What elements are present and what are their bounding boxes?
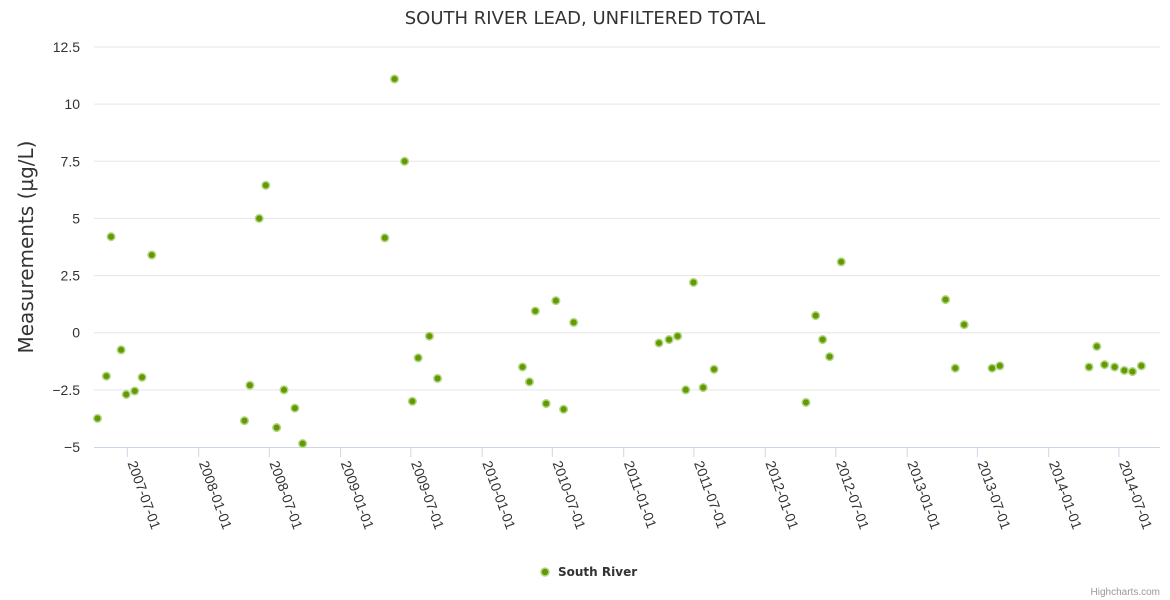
data-point <box>559 404 569 414</box>
chart-title: SOUTH RIVER LEAD, UNFILTERED TOTAL <box>405 8 766 29</box>
y-tick-label: 12.5 <box>53 39 80 55</box>
legend[interactable]: South River <box>540 565 637 579</box>
data-point <box>116 345 126 355</box>
x-tick-label: 2013-07-01 <box>975 459 1015 532</box>
data-point <box>541 399 551 409</box>
data-point <box>433 373 443 383</box>
y-tick-label: 0 <box>72 325 80 341</box>
data-point <box>261 180 271 190</box>
data-point <box>950 363 960 373</box>
data-point <box>836 257 846 267</box>
data-point <box>1099 360 1110 370</box>
data-point <box>272 423 282 433</box>
data-point <box>517 362 528 372</box>
legend-label[interactable]: South River <box>558 565 637 579</box>
data-point <box>400 156 410 166</box>
data-point <box>1127 367 1138 377</box>
data-point <box>530 306 540 316</box>
data-point <box>1084 362 1094 372</box>
x-tick-label: 2009-07-01 <box>408 459 448 532</box>
data-point <box>239 416 250 426</box>
data-point <box>413 353 423 363</box>
data-point <box>92 413 103 423</box>
data-point <box>298 439 308 449</box>
gridlines <box>94 46 1160 391</box>
y-tick-label: −2.5 <box>52 382 80 398</box>
x-tick-label: 2014-07-01 <box>1116 459 1156 532</box>
y-tick-label: 10 <box>64 96 80 112</box>
data-point <box>254 213 264 223</box>
x-tick-label: 2008-01-01 <box>196 459 236 532</box>
data-point <box>688 277 699 287</box>
data-point <box>681 385 691 395</box>
data-point <box>407 396 417 406</box>
data-point <box>137 372 147 382</box>
data-point <box>106 232 116 242</box>
data-point <box>1136 361 1146 371</box>
data-point <box>245 380 255 390</box>
data-point <box>825 352 835 362</box>
x-axis: 2007-07-01 2008-01-01 2008-07-01 2009-01-01… <box>94 447 1160 532</box>
data-point <box>801 397 811 407</box>
x-tick-label: 2014-01-01 <box>1046 459 1086 532</box>
x-tick-label: 2011-07-01 <box>691 459 730 531</box>
data-point <box>709 364 719 374</box>
data-point <box>569 317 579 327</box>
data-point <box>1110 362 1120 372</box>
data-point <box>995 361 1005 371</box>
x-tick-label: 2010-01-01 <box>479 459 519 532</box>
x-tick-label: 2010-07-01 <box>550 459 590 532</box>
x-tick-label: 2012-01-01 <box>762 459 802 532</box>
data-point <box>290 403 300 413</box>
data-point <box>654 338 664 348</box>
data-point <box>818 335 828 345</box>
y-tick-label: 7.5 <box>61 153 81 169</box>
credits-link[interactable]: Highcharts.com <box>1091 587 1160 598</box>
y-tick-label: −5 <box>64 439 80 455</box>
data-point <box>941 295 951 305</box>
data-point <box>121 389 131 399</box>
x-tick-label: 2011-01-01 <box>621 459 660 531</box>
x-tick-label: 2009-01-01 <box>338 459 378 532</box>
data-point <box>1119 365 1129 375</box>
data-point <box>147 250 157 260</box>
x-tick-label: 2007-07-01 <box>125 459 165 532</box>
data-points <box>92 74 1146 449</box>
data-point <box>101 371 111 381</box>
y-tick-label: 2.5 <box>61 268 81 284</box>
data-point <box>987 363 997 373</box>
data-point <box>389 74 400 84</box>
data-point <box>524 377 535 387</box>
data-point <box>279 385 289 395</box>
legend-marker <box>540 567 550 577</box>
y-tick-label: 5 <box>72 210 80 226</box>
y-axis-ticks: 12.5 10 7.5 5 2.5 0 −2.5 −5 <box>52 39 80 455</box>
data-point <box>130 386 140 396</box>
data-point <box>424 331 434 341</box>
x-tick-label: 2008-07-01 <box>266 459 306 532</box>
x-tick-label: 2013-01-01 <box>904 459 944 532</box>
y-axis-label: Measurements (µg/L) <box>14 141 38 354</box>
data-point <box>811 311 821 321</box>
data-point <box>673 331 683 341</box>
data-point <box>1092 341 1102 351</box>
data-point <box>664 335 674 345</box>
x-tick-label: 2012-07-01 <box>833 459 873 532</box>
data-point <box>698 383 708 393</box>
data-point <box>551 296 561 306</box>
data-point <box>959 320 969 330</box>
data-point <box>380 233 390 243</box>
